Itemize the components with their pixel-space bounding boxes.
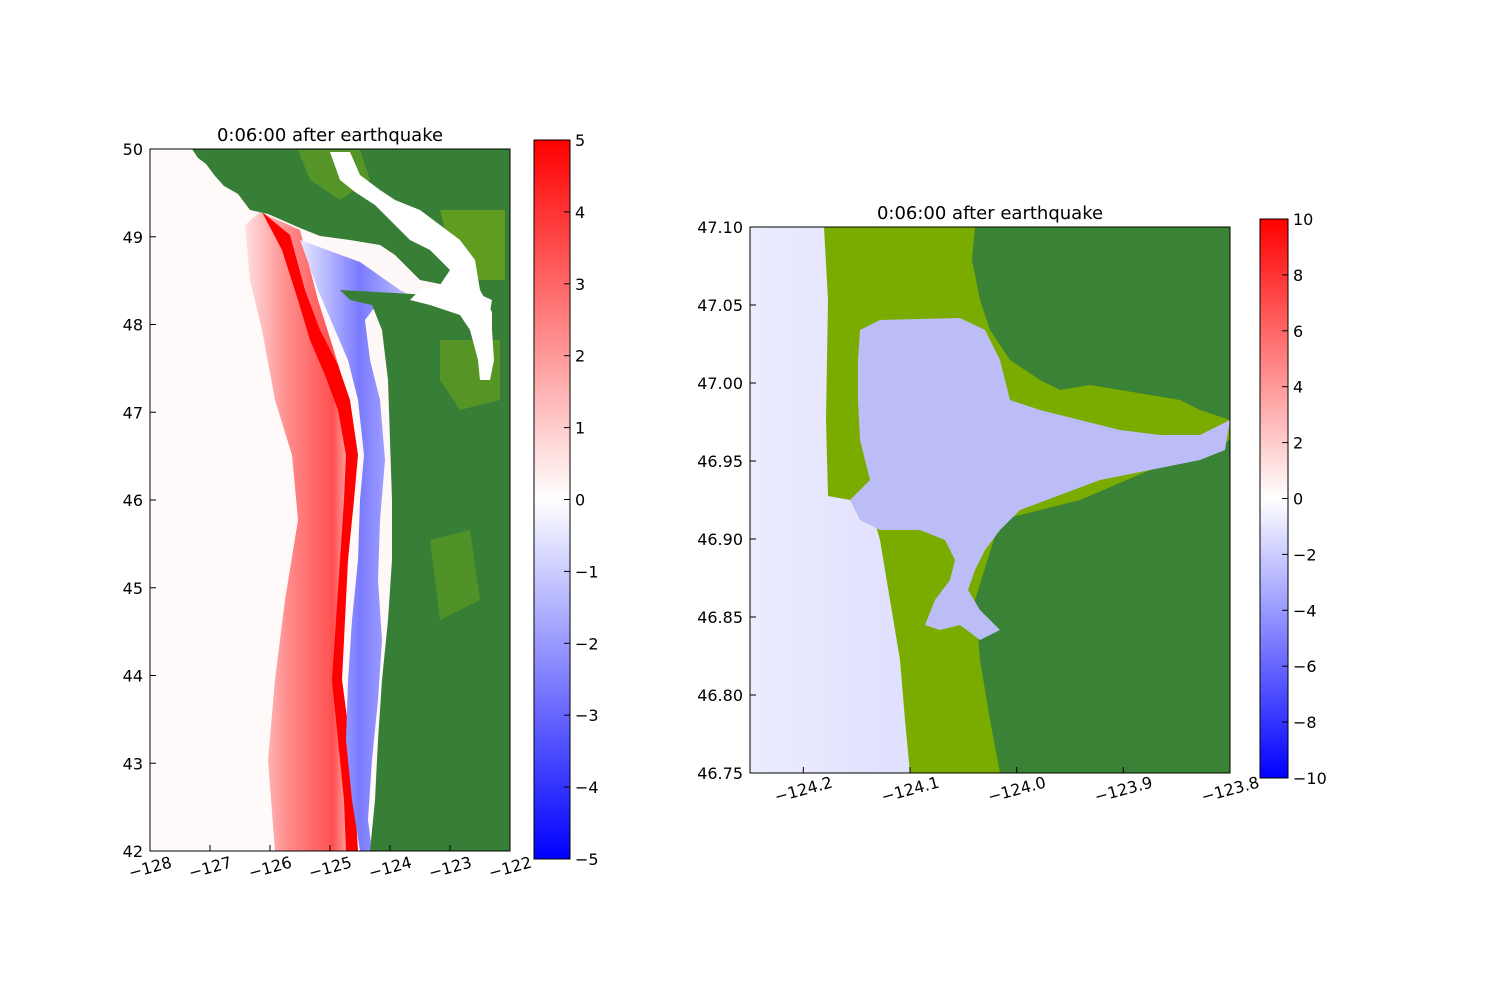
- colorbar-tick-label: 2: [575, 347, 585, 366]
- left-red-leading-edge: [262, 212, 358, 851]
- right-colorbar-ticks: −10 −8 −6 −4 −2 0 2 4 6 8 10: [1282, 210, 1327, 788]
- y-tick-label: 46.95: [697, 452, 743, 471]
- x-tick-label: −123: [426, 853, 473, 883]
- right-bay: [850, 318, 1230, 640]
- left-blue-trough: [300, 240, 420, 851]
- left-map-plot-area: [150, 149, 510, 851]
- colorbar-tick-label: 0: [1293, 490, 1303, 509]
- colorbar-tick-label: −6: [1293, 657, 1317, 676]
- right-plot-frame: [749, 226, 1231, 774]
- left-puget-sound: [330, 152, 494, 380]
- colorbar-tick-label: 0: [575, 491, 585, 510]
- y-tick-label: 47: [123, 403, 143, 422]
- right-map-plot-area: [750, 227, 1230, 773]
- y-tick-label: 46: [123, 491, 143, 510]
- colorbar-tick-label: −5: [575, 850, 599, 869]
- y-tick-label: 42: [123, 842, 143, 861]
- y-tick-label: 46.75: [697, 764, 743, 783]
- colorbar-tick-label: −4: [575, 778, 599, 797]
- y-tick-label: 46.85: [697, 608, 743, 627]
- colorbar-tick-label: 10: [1293, 210, 1313, 229]
- colorbar-tick-label: −2: [1293, 545, 1317, 564]
- x-tick-label: −124.2: [772, 773, 834, 807]
- left-land: [192, 149, 510, 851]
- y-tick-label: 50: [123, 140, 143, 159]
- x-tick-label: −123.9: [1092, 773, 1154, 807]
- colorbar-tick-label: −8: [1293, 713, 1317, 732]
- right-title: 0:06:00 after earthquake: [877, 203, 1103, 224]
- x-tick-label: −122: [486, 853, 533, 883]
- y-tick-label: 43: [123, 754, 143, 773]
- y-tick-label: 44: [123, 667, 143, 686]
- colorbar-tick-label: −3: [575, 706, 599, 725]
- x-tick-label: −124.0: [986, 773, 1048, 807]
- x-tick-label: −124.1: [879, 773, 941, 807]
- left-y-axis: 42 43 44 45 46 47 48 49 50: [123, 140, 156, 861]
- y-tick-label: 46.90: [697, 530, 743, 549]
- colorbar-tick-label: 6: [1293, 322, 1303, 341]
- y-tick-label: 48: [123, 316, 143, 335]
- colorbar-tick-label: −10: [1293, 769, 1327, 788]
- colorbar-tick-label: −1: [575, 562, 599, 581]
- x-tick-label: −124: [366, 853, 413, 883]
- x-tick-label: −126: [246, 853, 293, 883]
- colorbar-tick-label: 2: [1293, 434, 1303, 453]
- y-tick-label: 46.80: [697, 686, 743, 705]
- left-title: 0:06:00 after earthquake: [217, 125, 443, 146]
- x-tick-label: −127: [186, 853, 233, 883]
- colorbar-tick-label: 1: [575, 419, 585, 438]
- right-land-dark: [972, 227, 1230, 420]
- colorbar-tick-label: −4: [1293, 601, 1317, 620]
- y-tick-label: 47.05: [697, 296, 743, 315]
- colorbar-tick-label: 3: [575, 275, 585, 294]
- y-tick-label: 47.00: [697, 374, 743, 393]
- colorbar-tick-label: 4: [575, 203, 585, 222]
- right-y-axis: 46.75 46.80 46.85 46.90 46.95 47.00 47.05 47.10: [697, 218, 756, 783]
- x-tick-label: −123.8: [1199, 773, 1261, 807]
- left-colorbar-ticks: −5 −4 −3 −2 −1 0 1 2 3 4 5: [564, 131, 599, 869]
- x-tick-label: −125: [306, 853, 353, 883]
- y-tick-label: 49: [123, 228, 143, 247]
- colorbar-tick-label: 8: [1293, 266, 1303, 285]
- colorbar-tick-label: 4: [1293, 378, 1303, 397]
- colorbar-tick-label: −2: [575, 634, 599, 653]
- y-tick-label: 47.10: [697, 218, 743, 237]
- y-tick-label: 45: [123, 579, 143, 598]
- colorbar-tick-label: 5: [575, 131, 585, 150]
